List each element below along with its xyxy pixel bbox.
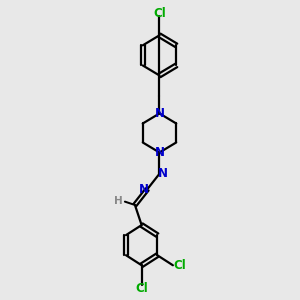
Text: Cl: Cl	[135, 282, 148, 295]
Text: Cl: Cl	[173, 259, 186, 272]
Text: Cl: Cl	[153, 7, 166, 20]
Text: H: H	[114, 196, 123, 206]
Text: N: N	[139, 183, 149, 196]
Text: N: N	[154, 146, 164, 159]
Text: N: N	[154, 107, 164, 120]
Text: N: N	[158, 167, 168, 180]
